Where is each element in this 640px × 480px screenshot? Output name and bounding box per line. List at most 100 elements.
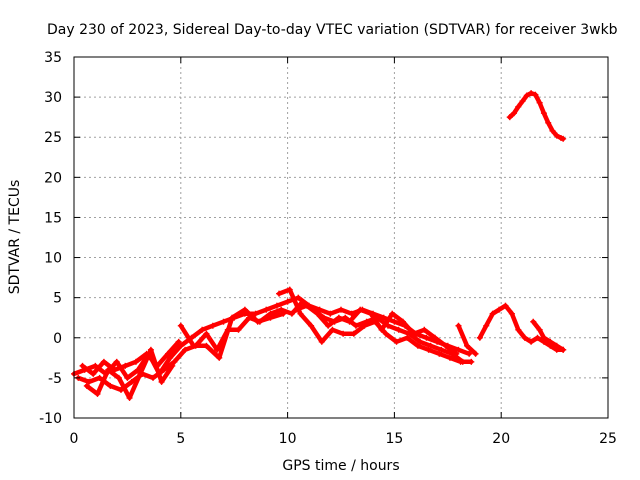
series-track-g <box>530 318 567 353</box>
data-point <box>515 103 522 110</box>
data-point <box>545 119 552 126</box>
data-points <box>71 90 567 401</box>
data-point <box>528 90 535 97</box>
data-point <box>150 374 157 381</box>
data-point <box>316 306 323 313</box>
data-point <box>560 346 567 353</box>
x-tick-label: 15 <box>385 431 403 447</box>
data-point <box>124 374 131 381</box>
data-point <box>280 310 287 317</box>
data-point <box>147 346 154 353</box>
data-point <box>158 378 165 385</box>
x-tick-label: 5 <box>176 431 185 447</box>
data-point <box>417 338 424 345</box>
data-point <box>128 378 135 385</box>
data-point <box>83 382 90 389</box>
data-point <box>528 338 535 345</box>
data-point <box>229 314 236 321</box>
data-point <box>209 322 216 329</box>
data-point <box>361 322 368 329</box>
data-point <box>414 342 421 349</box>
series-track-d <box>83 286 475 401</box>
y-axis-label: SDTVAR / TECUs <box>7 180 23 295</box>
data-point <box>472 350 479 357</box>
series-track-h <box>506 90 567 142</box>
y-tick-label: 15 <box>44 210 62 226</box>
data-point <box>549 127 556 134</box>
data-point <box>352 322 359 329</box>
data-point <box>350 330 357 337</box>
data-point <box>267 314 274 321</box>
data-point <box>107 382 114 389</box>
y-tick-label: 10 <box>44 251 62 267</box>
data-point <box>547 338 554 345</box>
data-point <box>329 326 336 333</box>
data-point <box>553 342 560 349</box>
data-point <box>395 326 402 333</box>
data-point <box>455 322 462 329</box>
y-tick-label: 20 <box>44 170 62 186</box>
data-point <box>171 358 178 365</box>
data-point <box>540 334 547 341</box>
data-point <box>254 318 261 325</box>
data-point <box>540 110 547 117</box>
x-tick-label: 10 <box>279 431 297 447</box>
grid-lines <box>74 57 608 418</box>
data-point <box>85 378 92 385</box>
data-point <box>96 374 103 381</box>
data-point <box>276 290 283 297</box>
tick-labels: 0 5 10 15 20 25 -10 -5 0 5 10 15 20 25 30 35 <box>39 50 617 447</box>
data-point <box>288 310 295 317</box>
data-point <box>252 310 259 317</box>
data-point <box>521 334 528 341</box>
data-point <box>79 362 86 369</box>
data-point <box>314 310 321 317</box>
data-point <box>399 318 406 325</box>
data-point <box>177 342 184 349</box>
data-point <box>560 135 567 142</box>
data-point <box>175 338 182 345</box>
data-point <box>169 362 176 369</box>
data-point <box>346 318 353 325</box>
data-point <box>235 326 242 333</box>
data-point <box>468 358 475 365</box>
x-tick-label: 25 <box>599 431 617 447</box>
data-point <box>284 298 291 305</box>
data-point <box>530 318 537 325</box>
data-point <box>553 132 560 139</box>
y-tick-label: 30 <box>44 90 62 106</box>
x-axis-label: GPS time / hours <box>282 458 399 474</box>
data-point <box>299 298 306 305</box>
data-point <box>391 318 398 325</box>
data-point <box>476 334 483 341</box>
data-point <box>278 306 285 313</box>
y-tick-label: -5 <box>48 371 62 387</box>
data-point <box>410 330 417 337</box>
data-point <box>105 366 112 373</box>
plot-frame <box>73 56 609 419</box>
data-point <box>295 294 302 301</box>
data-point <box>446 354 453 361</box>
data-point <box>496 306 503 313</box>
data-point <box>515 326 522 333</box>
data-point <box>167 354 174 361</box>
x-tick-label: 0 <box>70 431 79 447</box>
data-point <box>506 114 513 121</box>
data-point <box>404 334 411 341</box>
series-track-e <box>177 306 479 361</box>
data-point <box>100 358 107 365</box>
data-point <box>466 350 473 357</box>
data-point <box>241 306 248 313</box>
data-point <box>160 366 167 373</box>
data-point <box>442 342 449 349</box>
data-point <box>523 92 530 99</box>
y-tick-label: 0 <box>53 331 62 347</box>
data-point <box>502 302 509 309</box>
axis-ticks <box>73 56 609 419</box>
data-point <box>438 346 445 353</box>
data-point <box>338 306 344 313</box>
chart-title: Day 230 of 2023, Sidereal Day-to-day VTE… <box>47 22 618 38</box>
data-point <box>263 306 270 313</box>
data-point <box>297 310 304 317</box>
